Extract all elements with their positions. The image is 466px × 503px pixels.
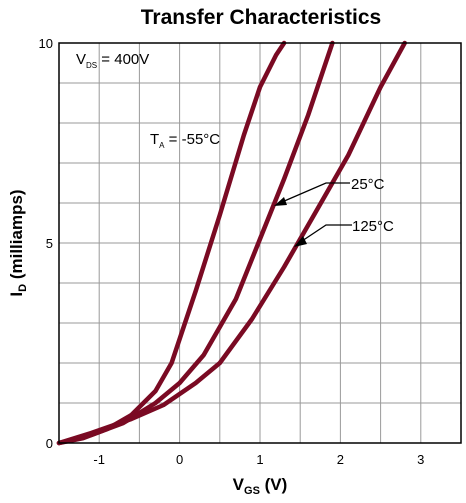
series-line-2 [56,40,407,446]
y-tick-label: 10 [39,36,53,51]
x-tick-label: 2 [337,452,344,467]
x-tick-label: 0 [176,452,183,467]
series-label-25c: 25°C [351,176,385,193]
series-label-125c: 125°C [352,218,394,235]
x-axis-label: VGS (V) [233,475,288,497]
y-tick-label: 5 [46,236,53,251]
series-arrowhead-125c [294,236,307,247]
y-tick-label: 0 [46,436,53,451]
series [56,40,407,446]
series-label-minus55: TA = -55°C [150,131,220,150]
chart-title: Transfer Characteristics [141,6,381,29]
x-tick-label: 1 [256,452,263,467]
x-tick-label: 3 [417,452,424,467]
series-arrowhead-25c [274,197,287,206]
series-arrow-125c [301,224,352,242]
y-axis-label: ID (milliamps) [7,189,29,296]
plot-frame [58,42,462,444]
condition-label: VDS = 400V [76,51,149,70]
series-arrow-25c [281,182,350,203]
x-tick-label: -1 [93,452,105,467]
tick-labels: -1 0 1 2 3 0 5 10 [39,36,425,467]
